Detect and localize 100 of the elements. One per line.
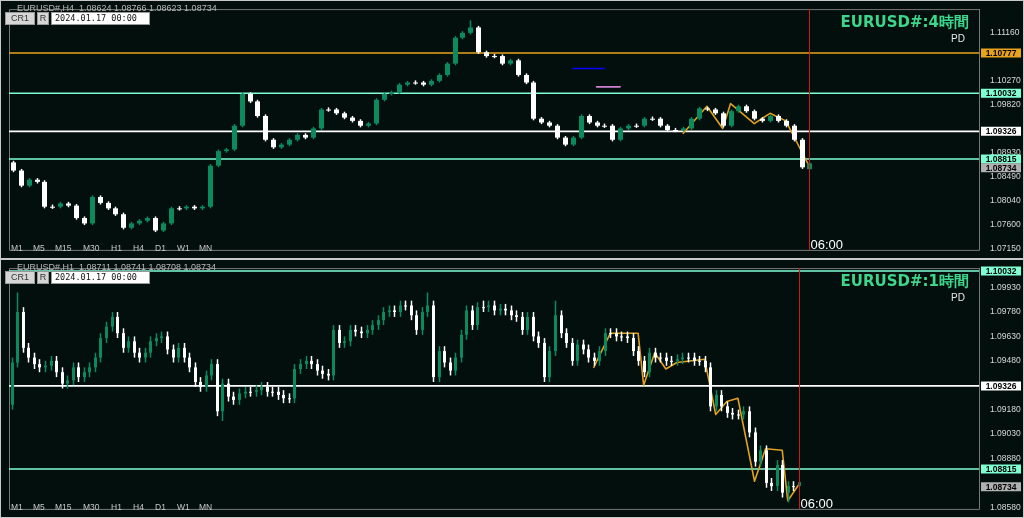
candlestick: [299, 358, 302, 375]
candlestick: [770, 477, 773, 492]
candlestick: [637, 345, 640, 367]
text: 1.08734: [985, 162, 1017, 173]
candlestick: [16, 291, 19, 369]
candlestick: [33, 351, 36, 370]
candlestick: [620, 330, 623, 343]
candlestick: [670, 355, 673, 367]
candlestick: [698, 355, 701, 367]
candlestick: [521, 311, 524, 336]
candlestick: [654, 347, 657, 364]
candlestick: [615, 327, 618, 343]
candlestick: [787, 480, 790, 504]
candlestick: [371, 319, 374, 336]
annotation: D1: [155, 243, 166, 253]
annotation: EURUSD#,H1 1.08711 1.08741 1.08708 1.08734: [17, 262, 216, 272]
candlestick: [776, 459, 779, 492]
candlestick: [55, 355, 58, 378]
candlestick: [144, 347, 147, 364]
y-tick-label: 1.08880: [990, 452, 1021, 463]
candlestick: [731, 407, 734, 421]
annotation: R: [37, 271, 49, 284]
candlestick: [160, 330, 163, 344]
candlestick: [183, 342, 186, 364]
candlestick: [366, 324, 369, 339]
candlestick: [305, 355, 308, 370]
text: 1.08734: [985, 481, 1017, 492]
annotation: D1: [155, 502, 166, 512]
candlestick: [232, 123, 237, 152]
candlestick: [188, 351, 191, 373]
candlestick: [460, 329, 463, 364]
candlestick: [454, 351, 457, 377]
candlestick: [609, 327, 612, 339]
candlestick: [579, 113, 584, 140]
annotation: 2024.01.17 00:00: [51, 12, 150, 25]
candlestick: [515, 309, 518, 323]
y-tick-label: 1.07150: [990, 243, 1021, 254]
candlestick: [22, 306, 25, 354]
y-tick-label: 1.09780: [990, 306, 1021, 317]
candlestick: [687, 351, 690, 364]
annotation: 06:00: [800, 495, 834, 511]
candlestick: [604, 327, 607, 357]
candlestick: [726, 400, 729, 419]
y-tick-label: 1.09820: [990, 99, 1021, 110]
candlestick: [94, 351, 97, 373]
candlestick: [319, 107, 324, 131]
annotation: M15: [55, 502, 72, 512]
annotation: M15: [55, 243, 72, 253]
candlestick: [449, 356, 452, 377]
ref-line-label: 1.10032: [985, 88, 1017, 99]
candlestick: [792, 480, 795, 492]
candlestick: [537, 330, 540, 349]
y-tick-label: 1.08490: [990, 170, 1021, 181]
ref-line-label: 1.08815: [985, 463, 1017, 474]
candlestick: [316, 358, 319, 377]
ref-line-label: 1.09326: [985, 126, 1017, 137]
annotation: M30: [83, 243, 100, 253]
candlestick: [11, 356, 14, 411]
candlestick: [66, 374, 69, 390]
candlestick: [399, 299, 402, 318]
annotation: M1: [11, 502, 23, 512]
candlestick: [50, 355, 53, 372]
candlestick: [321, 364, 324, 380]
candlestick: [377, 314, 380, 331]
candlestick: [205, 369, 208, 393]
candlestick: [166, 330, 169, 356]
candlestick: [571, 337, 574, 367]
candlestick: [72, 361, 75, 386]
candlestick: [111, 311, 114, 333]
candlestick: [565, 327, 568, 349]
candlestick: [374, 97, 379, 126]
y-tick-label: 1.08580: [990, 501, 1021, 512]
y-tick-label: 1.08040: [990, 195, 1021, 206]
y-tick-label: 1.09030: [990, 428, 1021, 439]
candlestick: [438, 345, 441, 383]
candlestick: [288, 392, 291, 404]
annotation: EURUSD#,H4 1.08624 1.08766 1.08623 1.08734: [17, 3, 217, 13]
candlestick: [293, 363, 296, 404]
candlestick: [221, 377, 224, 422]
candlestick: [169, 205, 174, 226]
candlestick: [560, 309, 563, 339]
annotation: W1: [177, 502, 190, 512]
candlestick: [255, 384, 258, 398]
candlestick: [643, 355, 646, 378]
candlestick: [720, 389, 723, 413]
candlestick: [133, 335, 136, 359]
text: PD: [951, 291, 965, 303]
candlestick: [648, 347, 651, 378]
candlestick: [532, 311, 535, 343]
ref-line-label: 1.10777: [985, 47, 1017, 58]
candlestick: [759, 444, 762, 468]
candlestick: [632, 332, 635, 357]
candlestick: [659, 351, 662, 364]
annotation: H4: [133, 243, 144, 253]
candlestick: [704, 355, 707, 373]
candlestick: [382, 306, 385, 326]
candlestick: [19, 168, 24, 189]
text: PD: [951, 32, 965, 44]
candlestick: [155, 332, 158, 347]
y-tick-label: 1.07600: [990, 218, 1021, 229]
